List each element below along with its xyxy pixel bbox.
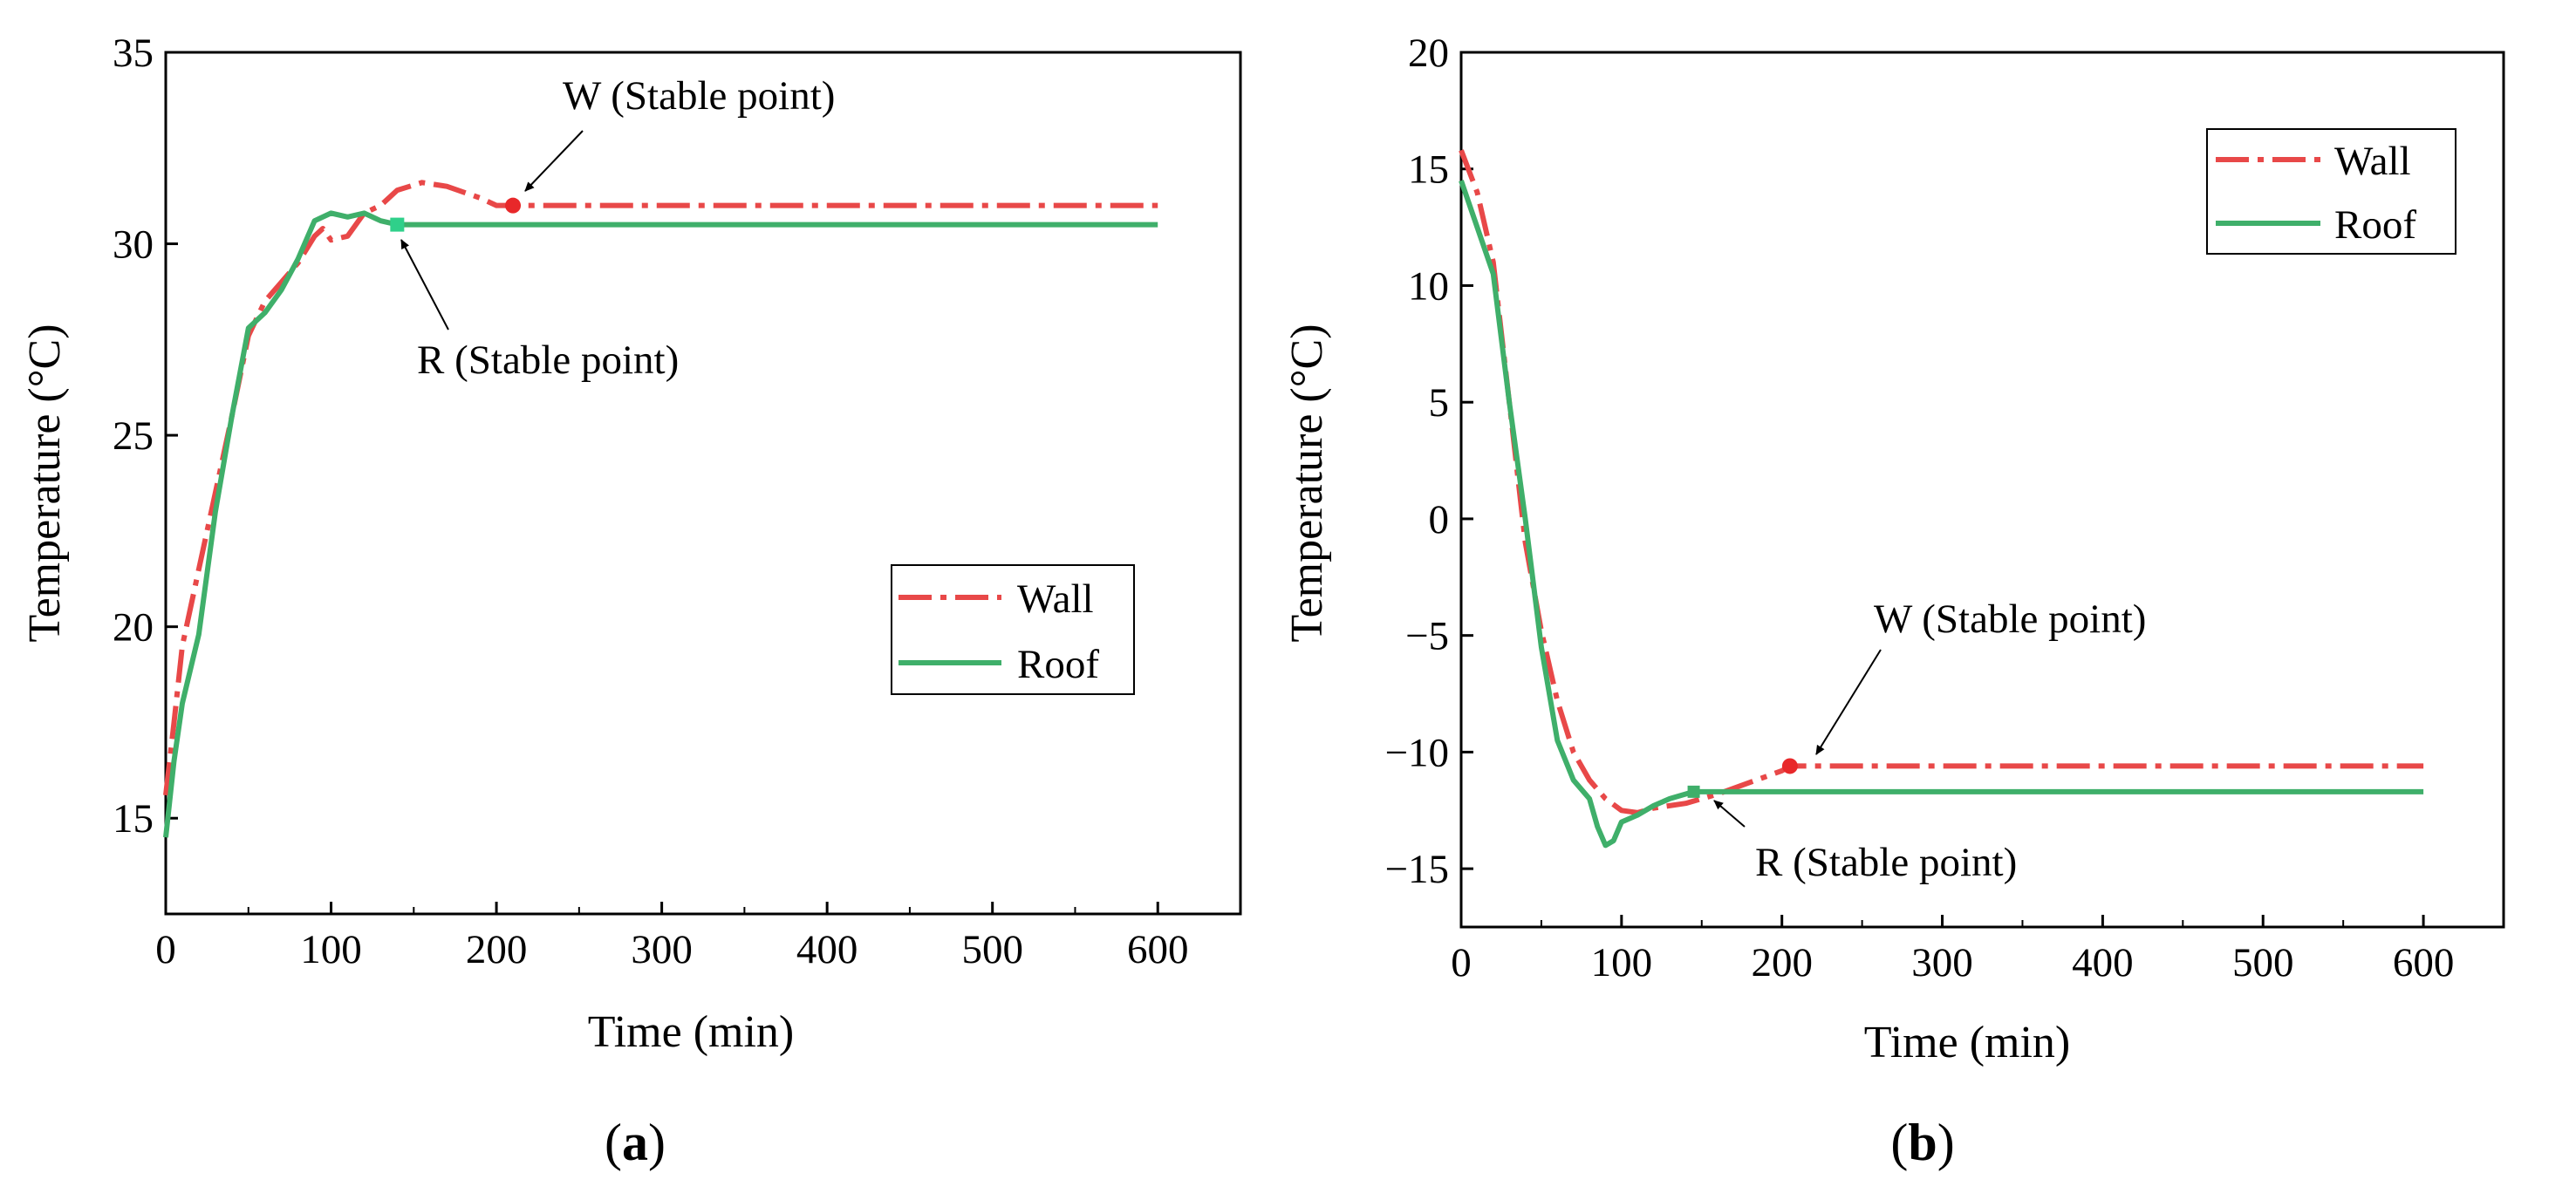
x-tick-label-b-5: 500 xyxy=(2232,940,2294,985)
y-tick-label-b-2: −5 xyxy=(1405,614,1449,659)
annotation-arrow-r-b xyxy=(1713,800,1746,828)
x-tick-label-a-0: 0 xyxy=(155,927,176,972)
legend-label-wall-a: Wall xyxy=(1017,576,1094,622)
y-tick-label-a-3: 30 xyxy=(113,222,154,268)
y-tick-label-a-0: 15 xyxy=(113,796,154,842)
stable-point-marker-r-a xyxy=(390,217,405,232)
legend-a: Wall Roof xyxy=(891,564,1135,695)
y-tick-label-b-1: −10 xyxy=(1384,730,1449,775)
annotation-r-a: R (Stable point) xyxy=(417,337,679,383)
series-line-wall-a xyxy=(163,180,1158,796)
axis-ticks-a: 0 100 200 300 400 500 600 15 20 25 30 35 xyxy=(113,31,1188,972)
y-tick-label-b-3: 0 xyxy=(1429,497,1450,542)
legend-box-b xyxy=(2206,128,2456,255)
panel-letter-b: b xyxy=(1908,1114,1937,1171)
series-line-roof-a xyxy=(163,210,1158,838)
series-group-b xyxy=(1459,149,2424,849)
annotation-arrow-w-a xyxy=(524,130,584,192)
stable-point-marker-w-a xyxy=(505,197,522,214)
y-tick-label-a-4: 35 xyxy=(113,31,154,76)
panel-label-a: (a) xyxy=(605,1114,666,1171)
x-tick-label-a-1: 100 xyxy=(300,927,362,972)
y-tick-label-a-2: 25 xyxy=(113,413,154,459)
y-tick-label-b-7: 20 xyxy=(1408,31,1449,76)
y-tick-label-b-0: −15 xyxy=(1384,847,1449,892)
y-axis-label-a: Temperature (°C) xyxy=(20,324,70,642)
x-tick-label-a-6: 600 xyxy=(1127,927,1189,972)
annotation-arrow-r-a xyxy=(400,239,449,331)
y-tick-label-b-6: 15 xyxy=(1408,147,1449,193)
annotation-arrow-w-b xyxy=(1815,649,1882,755)
x-axis-label-a: Time (min) xyxy=(588,1007,794,1057)
x-tick-label-b-6: 600 xyxy=(2393,940,2455,985)
x-tick-label-b-0: 0 xyxy=(1451,940,1472,985)
stable-point-marker-w-b xyxy=(1781,758,1798,774)
series-line-roof-b xyxy=(1459,180,2424,849)
x-tick-label-a-4: 400 xyxy=(796,927,858,972)
y-tick-label-b-5: 10 xyxy=(1408,263,1449,309)
legend-b: Wall Roof xyxy=(2206,128,2456,255)
chart-panel-b: 0 100 200 300 400 500 600 −15 −10 −5 0 5 10 15 20 Temp… xyxy=(1282,31,2505,1171)
annotation-w-b: W (Stable point) xyxy=(1874,596,2146,642)
panel-label-b: (b) xyxy=(1890,1114,1954,1171)
y-axis-label-b: Temperature (°C) xyxy=(1282,324,1332,642)
chart-panel-a: 0 100 200 300 400 500 600 15 20 25 30 35 Temperatur… xyxy=(20,31,1242,1171)
x-tick-label-b-1: 100 xyxy=(1591,940,1653,985)
x-tick-label-b-2: 200 xyxy=(1751,940,1813,985)
stable-point-marker-r-b xyxy=(1687,785,1700,798)
y-tick-label-a-1: 20 xyxy=(113,605,154,651)
y-tick-label-b-4: 5 xyxy=(1429,380,1450,426)
series-group-a xyxy=(163,180,1158,838)
plot-frame-b xyxy=(1459,51,2505,929)
x-tick-label-a-5: 500 xyxy=(961,927,1023,972)
legend-label-roof-b: Roof xyxy=(2334,202,2416,248)
axis-ticks-b: 0 100 200 300 400 500 600 −15 −10 −5 0 5 10 15 20 xyxy=(1384,31,2454,985)
annotation-w-a: W (Stable point) xyxy=(563,73,835,119)
plot-frame-a xyxy=(164,51,1242,916)
x-tick-label-a-3: 300 xyxy=(631,927,693,972)
legend-label-roof-a: Roof xyxy=(1017,642,1099,687)
x-tick-label-b-4: 400 xyxy=(2072,940,2134,985)
x-tick-label-b-3: 300 xyxy=(1911,940,1973,985)
annotation-r-b: R (Stable point) xyxy=(1755,840,2017,885)
x-tick-label-a-2: 200 xyxy=(466,927,528,972)
x-axis-label-b: Time (min) xyxy=(1864,1018,2070,1067)
legend-box-a xyxy=(891,564,1135,695)
panel-letter-a: a xyxy=(622,1114,648,1171)
legend-label-wall-b: Wall xyxy=(2334,139,2411,184)
